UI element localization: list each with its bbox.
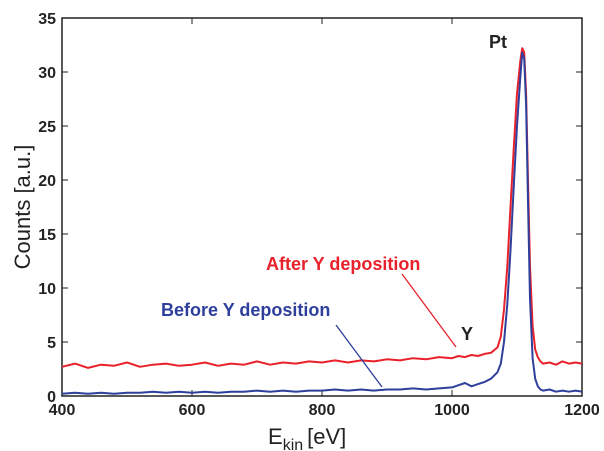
x-tick-label: 800 — [309, 402, 336, 419]
series-line-before-deposition — [61, 51, 583, 395]
x-axis-label-sub: kin — [283, 437, 303, 451]
y-tick-label: 35 — [38, 11, 56, 28]
y-tick-label: 15 — [38, 227, 56, 244]
annotation-pt: Pt — [489, 32, 507, 52]
y-tick-label: 10 — [38, 281, 56, 298]
annotation-after: After Y deposition — [266, 254, 420, 274]
y-tick-label: 0 — [47, 389, 56, 406]
annotation-after-arrow — [401, 273, 457, 348]
y-axis-label: Counts [a.u.] — [10, 145, 35, 270]
x-axis-label-unit: [eV] — [307, 424, 346, 449]
x-tick-label: 1000 — [434, 402, 470, 419]
annotation-y: Y — [461, 324, 473, 344]
y-tick-label: 5 — [47, 335, 56, 352]
y-tick-label: 30 — [38, 65, 56, 82]
annotation-before: Before Y deposition — [161, 300, 330, 320]
y-tick-label: 20 — [38, 173, 56, 190]
x-tick-label: 600 — [179, 402, 206, 419]
series-line-after-deposition — [61, 47, 583, 369]
x-axis-label-main: E — [268, 424, 283, 449]
y-tick-label: 25 — [38, 119, 56, 136]
annotation-before-arrow — [335, 324, 383, 388]
series-group — [61, 47, 583, 395]
x-axis-label: Ekin [eV] — [268, 424, 346, 451]
x-tick-label: 400 — [49, 402, 76, 419]
x-tick-label: 1200 — [564, 402, 600, 419]
axis-ticks: 400 600 800 1000 1200 0 5 10 15 20 25 30 35 — [38, 11, 600, 419]
